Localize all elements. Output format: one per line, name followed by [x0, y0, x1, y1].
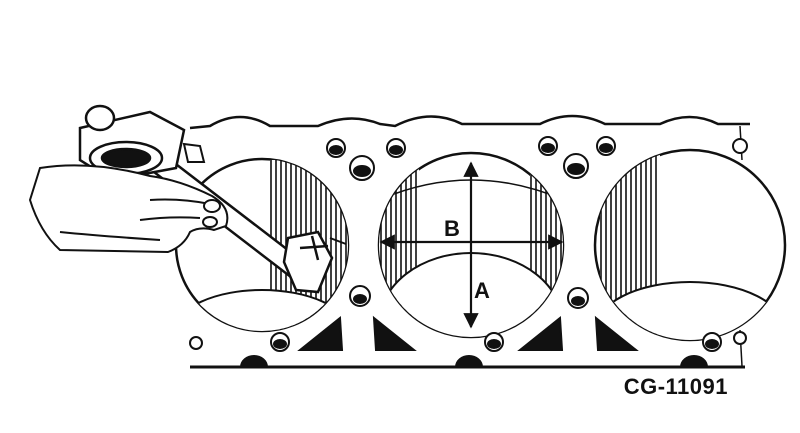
technician-hand — [28, 164, 229, 254]
gauge-clip — [182, 142, 206, 163]
figure-id-label: CG-11091 — [623, 374, 728, 399]
dimension-label-b: B — [444, 216, 460, 241]
cylinder-bore-3 — [593, 148, 787, 342]
deck-bottom-notches — [240, 355, 708, 367]
dimension-label-a: A — [474, 278, 490, 303]
head-bolt-holes-top — [326, 136, 748, 181]
coolant-passages — [297, 315, 639, 351]
head-bolt-holes-bottom — [189, 285, 747, 352]
